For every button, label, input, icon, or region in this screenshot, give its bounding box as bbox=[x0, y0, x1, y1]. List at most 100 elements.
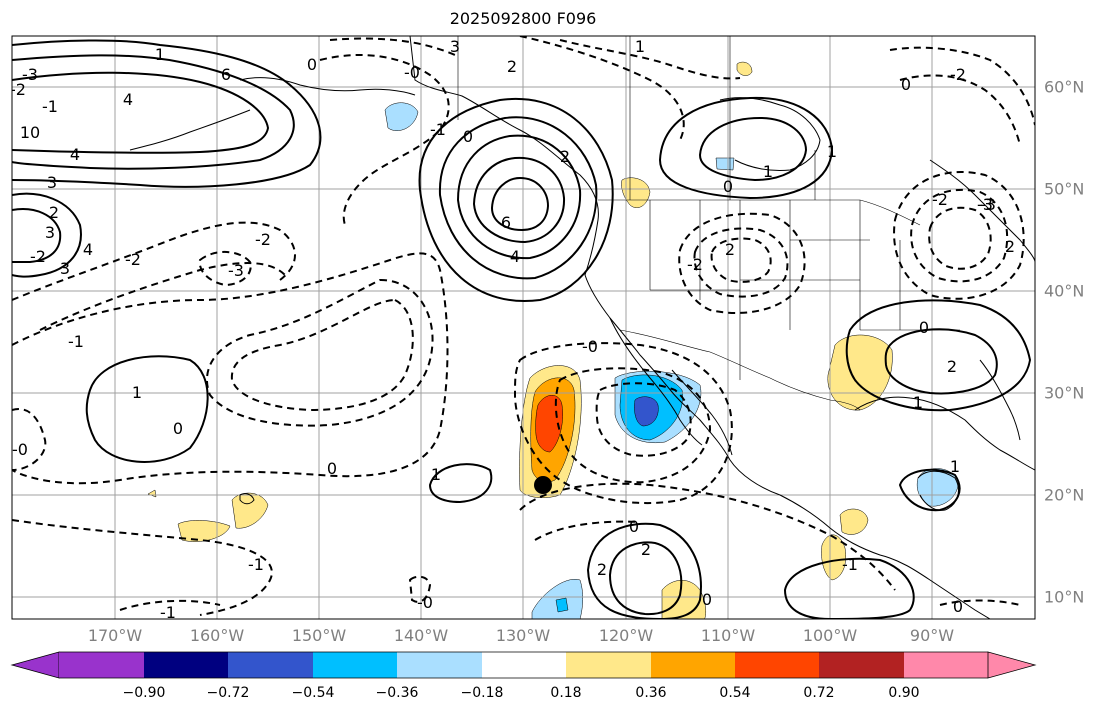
colorbar-tick-label: −0.72 bbox=[206, 685, 250, 701]
contour-label: 0 bbox=[307, 55, 317, 74]
contour-label: 0 bbox=[702, 590, 712, 609]
shade-negative-gulf-alaska bbox=[384, 102, 419, 131]
contour-label: 2 bbox=[507, 57, 517, 76]
contour-label: 6 bbox=[501, 213, 511, 232]
contour-label: -1 bbox=[42, 97, 58, 116]
contour-label: -0 bbox=[404, 63, 420, 82]
contour-low-baja bbox=[513, 342, 733, 505]
contour-label: -3 bbox=[228, 261, 244, 280]
colorbar-segment bbox=[735, 652, 819, 678]
colorbar-segment bbox=[819, 652, 904, 678]
contour-low-baja-2 bbox=[554, 367, 712, 484]
contour-label: 1 bbox=[763, 162, 773, 181]
shade-positive-texas bbox=[827, 334, 893, 411]
coast-hudson-bay bbox=[719, 97, 821, 171]
contour-high-west-edge-2 bbox=[12, 208, 62, 263]
contour-label: 4 bbox=[70, 145, 80, 164]
contour-label: 3 bbox=[45, 223, 55, 242]
coast-west-america bbox=[409, 36, 991, 619]
contour-label: 0 bbox=[919, 318, 929, 337]
contour-label: 1 bbox=[431, 465, 441, 484]
contour-high-small bbox=[428, 463, 493, 504]
colorbar-tick-label: −0.18 bbox=[460, 685, 504, 701]
contour-label: -1 bbox=[160, 603, 176, 622]
contour-high-subtropic bbox=[85, 355, 209, 463]
contour-low-sw bbox=[12, 519, 273, 616]
contour-high-alaska-wave bbox=[12, 39, 322, 188]
colorbar-segment bbox=[144, 652, 228, 678]
contour-label: 4 bbox=[123, 90, 133, 109]
contour-low-wide bbox=[12, 252, 449, 485]
contour-label: -3 bbox=[977, 195, 993, 214]
colorbar bbox=[10, 651, 1037, 679]
contour-labels: 3 1 2 6 0 4 2 -1 -0 -3 6 4 -2 -1 -2 -1 0… bbox=[10, 37, 1015, 622]
shade-negative-south bbox=[531, 578, 583, 619]
coast-hawaii bbox=[239, 493, 255, 505]
shade-negative-canada bbox=[715, 157, 735, 171]
contour-label: 2 bbox=[725, 240, 735, 259]
contour-label: 0 bbox=[723, 177, 733, 196]
coast-gulf-mexico bbox=[854, 396, 1035, 471]
contour-low-west bbox=[12, 221, 296, 301]
colorbar-tick-label: 0.18 bbox=[550, 685, 582, 701]
colorbar-segment bbox=[397, 652, 482, 678]
contour-low-east-arc-2 bbox=[899, 74, 1021, 146]
lon-label: 160°W bbox=[189, 626, 245, 645]
shade-negative-yucatan bbox=[916, 468, 959, 507]
colorbar-tick-label: 0.36 bbox=[635, 685, 667, 701]
contour-low-zero-south bbox=[939, 599, 1021, 606]
contour-low-ne-arc bbox=[519, 36, 685, 141]
contour-label: 3 bbox=[450, 37, 460, 56]
lat-label: 50°N bbox=[1044, 179, 1085, 199]
coast-baja-peninsula bbox=[609, 317, 703, 446]
contour-label: 0 bbox=[901, 75, 911, 94]
contour-low-east bbox=[893, 171, 1025, 300]
lon-label: 90°W bbox=[909, 626, 955, 645]
contour-high-ne-pacific-2 bbox=[438, 116, 598, 280]
contour-label: -3 bbox=[980, 195, 996, 214]
contour-label: -0 bbox=[12, 440, 28, 459]
contour-label: -2 bbox=[932, 190, 948, 209]
contour-low-small bbox=[408, 575, 432, 603]
shaded-regions bbox=[147, 61, 959, 619]
shade-negative-south-core bbox=[555, 597, 569, 613]
contour-high-ne-pacific-1 bbox=[418, 97, 614, 302]
contour-label: 1 bbox=[635, 37, 645, 56]
coast-aleutians bbox=[129, 109, 251, 151]
colorbar-segment bbox=[651, 652, 735, 678]
shade-positive-central-am bbox=[821, 534, 846, 581]
contour-label: 2 bbox=[560, 147, 570, 166]
contour-high-south-2 bbox=[608, 541, 683, 616]
contour-low-ne-pacific-2 bbox=[329, 37, 456, 56]
contour-label: -3 bbox=[22, 65, 38, 84]
colorbar-tick-label: 0.90 bbox=[888, 685, 920, 701]
contour-label: -1 bbox=[68, 332, 84, 351]
contour-high-ne-pacific-5 bbox=[490, 176, 550, 232]
contour-low-baja-3 bbox=[595, 382, 692, 457]
lon-label: 120°W bbox=[598, 626, 654, 645]
contour-high-south-1 bbox=[586, 522, 702, 619]
shade-positive-hudson bbox=[736, 61, 753, 76]
colorbar-tick-label: 0.72 bbox=[803, 685, 835, 701]
contour-high-canada bbox=[658, 96, 834, 200]
contour-high-ne-pacific-3 bbox=[456, 134, 582, 260]
contour-label: 4 bbox=[510, 247, 520, 266]
contour-high-yucatan bbox=[898, 468, 961, 512]
contour-label: -2 bbox=[950, 65, 966, 84]
contour-label: -2 bbox=[10, 80, 26, 99]
lon-label: 150°W bbox=[291, 626, 347, 645]
contour-label: 0 bbox=[173, 419, 183, 438]
contour-low-sw-2 bbox=[119, 599, 221, 611]
contour-label: 6 bbox=[221, 65, 231, 84]
contour-label: 3 bbox=[60, 259, 70, 278]
coast-east-canada bbox=[929, 159, 1035, 263]
contour-high-gulf bbox=[845, 299, 1032, 412]
contour-low-central-2 bbox=[230, 298, 414, 412]
contour-label: 1 bbox=[950, 457, 960, 476]
colorbar-tick-label: −0.90 bbox=[122, 685, 166, 701]
contour-label: -2 bbox=[687, 255, 703, 274]
contour-label: 1 bbox=[827, 142, 837, 161]
contour-label: -1 bbox=[248, 555, 264, 574]
lon-label: 110°W bbox=[700, 626, 756, 645]
colorbar-tick-label: −0.54 bbox=[291, 685, 335, 701]
